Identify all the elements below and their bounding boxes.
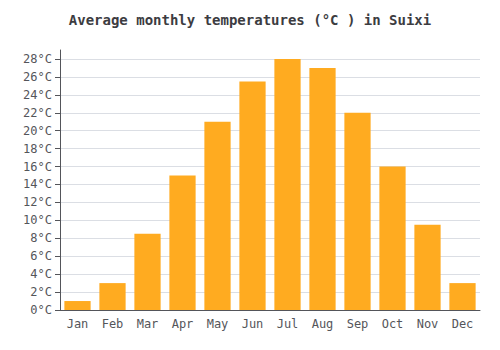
svg-text:Apr: Apr — [172, 317, 194, 331]
svg-text:18°C: 18°C — [23, 142, 52, 156]
svg-text:Average monthly temperatures (: Average monthly temperatures (°C ) in Su… — [69, 12, 431, 28]
svg-text:Dec: Dec — [452, 317, 474, 331]
svg-text:Nov: Nov — [417, 317, 439, 331]
svg-text:Feb: Feb — [102, 317, 124, 331]
svg-text:22°C: 22°C — [23, 106, 52, 120]
svg-text:2°C: 2°C — [30, 285, 52, 299]
svg-text:20°C: 20°C — [23, 124, 52, 138]
svg-text:Mar: Mar — [137, 317, 159, 331]
svg-text:Jun: Jun — [242, 317, 264, 331]
svg-text:Oct: Oct — [382, 317, 404, 331]
svg-text:6°C: 6°C — [30, 249, 52, 263]
svg-text:Jul: Jul — [277, 317, 299, 331]
svg-text:4°C: 4°C — [30, 267, 52, 281]
svg-text:May: May — [207, 317, 229, 331]
svg-text:26°C: 26°C — [23, 70, 52, 84]
svg-text:12°C: 12°C — [23, 195, 52, 209]
svg-text:28°C: 28°C — [23, 52, 52, 66]
svg-text:Aug: Aug — [312, 317, 334, 331]
svg-text:14°C: 14°C — [23, 177, 52, 191]
svg-text:Sep: Sep — [347, 317, 369, 331]
svg-text:24°C: 24°C — [23, 88, 52, 102]
svg-text:10°C: 10°C — [23, 213, 52, 227]
svg-text:8°C: 8°C — [30, 231, 52, 245]
svg-text:16°C: 16°C — [23, 160, 52, 174]
svg-text:Jan: Jan — [67, 317, 89, 331]
svg-text:0°C: 0°C — [30, 303, 52, 317]
